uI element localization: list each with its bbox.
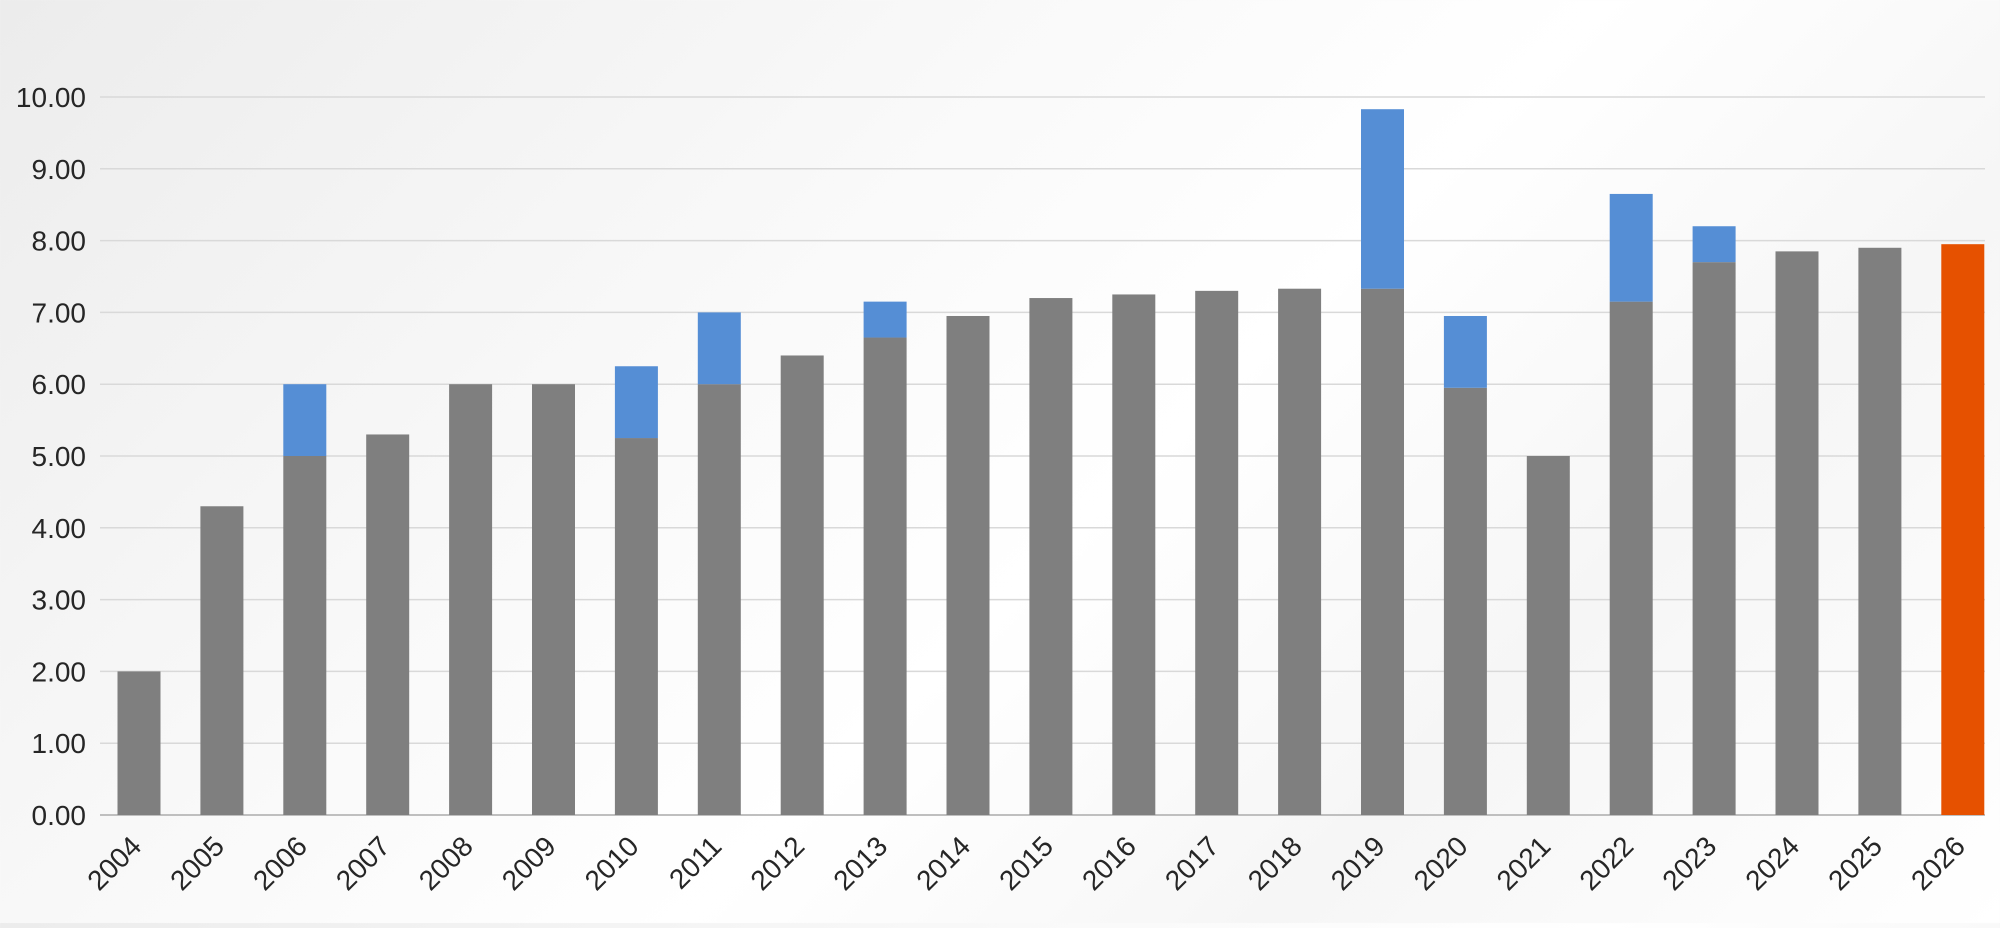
y-axis-tick-labels: 0.00 1.00 2.00 3.00 4.00 5.00 6.00 7.00 8.00 9.00… [16,82,86,831]
bar-segment [697,384,741,815]
bar-segment [1112,294,1156,815]
y-tick-label: 10.00 [16,82,86,113]
bar-segment [1775,251,1819,815]
x-tick-label: 2020 [1408,830,1474,896]
y-tick-label: 9.00 [32,154,87,185]
bar-segment [1278,288,1322,815]
bar-segment [780,355,824,815]
bar-segment [1858,247,1902,815]
x-tick-label: 2025 [1822,830,1888,896]
x-tick-label: 2012 [744,830,810,896]
x-tick-label: 2017 [1159,830,1225,896]
x-tick-label: 2015 [993,830,1059,896]
x-axis-tick-labels: 2004 2005 2006 2007 2008 2009 2010 2011 2012 2013… [81,830,1971,896]
y-tick-label: 8.00 [32,226,87,257]
bar-segment [697,312,741,385]
bar-segment [614,438,658,815]
bar-segment [946,315,990,815]
bar-segment [532,384,575,815]
bar-segment [1609,301,1653,815]
bar-segment [1361,288,1404,815]
bar-segment [200,506,244,815]
x-tick-label: 2022 [1573,830,1639,896]
x-tick-label: 2011 [663,830,728,895]
x-tick-label: 2014 [910,830,976,896]
bar-segment [1692,226,1736,263]
y-tick-label: 1.00 [32,728,87,759]
x-tick-label: 2026 [1905,830,1971,896]
x-tick-label: 2013 [827,830,893,896]
bar-segment [1692,262,1736,815]
x-tick-label: 2023 [1656,830,1722,896]
bar-segment [1609,193,1653,302]
y-tick-label: 2.00 [32,656,87,687]
bar-segment [1443,387,1487,815]
x-tick-label: 2018 [1242,830,1308,896]
x-tick-label: 2005 [164,830,230,896]
bar-segment [1029,298,1073,815]
bar-segment [1443,315,1487,388]
bar-segment [283,456,327,815]
y-tick-label: 0.00 [32,800,87,831]
x-tick-label: 2019 [1325,830,1391,896]
y-tick-label: 7.00 [32,297,87,328]
y-tick-label: 4.00 [32,513,87,544]
bar-segment [863,337,907,815]
bar-segment [1195,290,1239,815]
x-tick-label: 2010 [579,830,645,896]
x-tick-label: 2007 [330,830,396,896]
bar-segment [1361,109,1404,289]
y-tick-label: 6.00 [32,369,87,400]
x-tick-label: 2009 [496,830,562,896]
x-tick-label: 2021 [1491,830,1557,896]
bar-segment [863,301,907,338]
bar-segment [614,366,658,439]
bar-segment [1941,244,1985,815]
y-tick-label: 5.00 [32,441,87,472]
y-tick-label: 3.00 [32,585,87,616]
bar-segment [283,384,327,456]
x-tick-label: 2016 [1076,830,1142,896]
bar-segment [1526,456,1570,815]
bar-segment [449,384,493,815]
x-tick-label: 2006 [247,830,313,896]
bar-segment [117,671,161,815]
x-tick-label: 2024 [1739,830,1805,896]
bars [117,109,1985,815]
x-tick-label: 2004 [81,830,147,896]
x-tick-label: 2008 [413,830,479,896]
bar-segment [366,434,410,815]
